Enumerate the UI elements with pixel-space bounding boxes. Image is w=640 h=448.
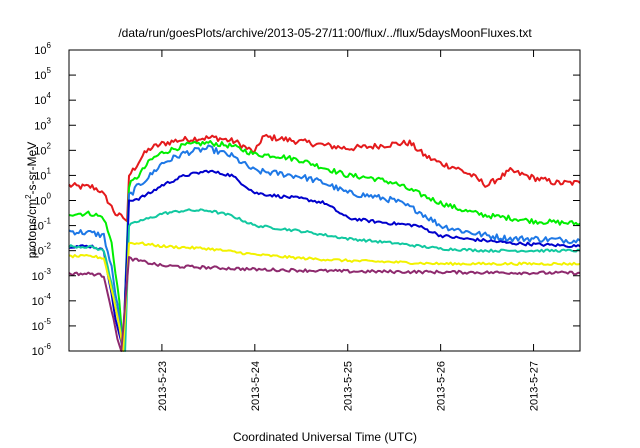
y-tick-base: 10 [32, 246, 44, 258]
series-line-3 [68, 144, 581, 352]
y-axis: 10-610-510-410-310-210-11001011021031041… [32, 41, 580, 358]
series-line-7 [68, 256, 581, 352]
y-tick-label: 10-1 [32, 217, 52, 233]
y-tick-exponent: 4 [47, 91, 52, 100]
y-tick-label: 104 [34, 91, 51, 107]
y-tick-label: 101 [34, 166, 51, 182]
y-tick-exponent: 3 [47, 116, 52, 125]
y-tick-label: 10-6 [32, 342, 52, 358]
y-axis-label-post: -s-sr-MeV [25, 142, 39, 195]
y-tick-label: 102 [34, 141, 51, 157]
y-tick-exponent: -3 [44, 267, 52, 276]
series-line-6 [68, 241, 581, 352]
y-tick-exponent: 5 [47, 66, 52, 75]
y-tick-base: 10 [34, 95, 46, 107]
series-line-2 [68, 140, 581, 352]
y-tick-base: 10 [32, 296, 44, 308]
y-tick-label: 105 [34, 66, 51, 82]
y-tick-base: 10 [32, 321, 44, 333]
series-line-4 [68, 169, 581, 352]
x-tick-label: 2013-5-25 [343, 361, 355, 411]
y-tick-base: 10 [32, 346, 44, 358]
y-tick-exponent: -4 [44, 292, 52, 301]
x-axis-label: Coordinated Universal Time (UTC) [233, 430, 417, 444]
y-axis-label-sup: 2 [24, 194, 33, 199]
y-tick-base: 10 [34, 196, 46, 208]
y-tick-label: 100 [34, 192, 51, 208]
y-tick-label: 10-4 [32, 292, 52, 308]
chart-title: /data/run/goesPlots/archive/2013-05-27/1… [118, 26, 532, 40]
y-axis-label-pre: protons/cm [25, 199, 39, 258]
series-line-1 [68, 133, 581, 223]
y-tick-exponent: -1 [44, 217, 52, 226]
y-tick-base: 10 [34, 120, 46, 132]
x-tick-label: 2013-5-26 [436, 361, 448, 411]
y-tick-base: 10 [32, 271, 44, 283]
y-tick-exponent: 0 [47, 192, 52, 201]
y-tick-exponent: 6 [47, 41, 52, 50]
y-tick-base: 10 [34, 170, 46, 182]
y-tick-label: 103 [34, 116, 51, 132]
x-tick-label: 2013-5-24 [250, 361, 262, 411]
x-tick-label: 2013-5-27 [529, 361, 541, 411]
plot-frame [68, 49, 581, 352]
y-tick-exponent: 2 [47, 141, 52, 150]
y-tick-label: 10-3 [32, 267, 52, 283]
y-tick-label: 106 [34, 41, 51, 57]
y-tick-label: 10-5 [32, 317, 52, 333]
y-tick-label: 10-2 [32, 242, 52, 258]
y-tick-base: 10 [34, 70, 46, 82]
y-tick-exponent: -6 [44, 342, 52, 351]
x-axis: 2013-5-23 2013-5-24 2013-5-25 2013-5-26 2013… [157, 50, 541, 411]
y-tick-base: 10 [32, 221, 44, 233]
x-tick-label: 2013-5-23 [157, 361, 169, 411]
y-tick-exponent: -5 [44, 317, 52, 326]
y-tick-exponent: 1 [47, 166, 52, 175]
y-tick-base: 10 [34, 45, 46, 57]
y-tick-base: 10 [34, 145, 46, 157]
series-group [68, 133, 581, 352]
y-tick-exponent: -2 [44, 242, 52, 251]
y-axis-label: protons/cm2-s-sr-MeV [24, 142, 39, 258]
series-line-5 [68, 208, 581, 352]
